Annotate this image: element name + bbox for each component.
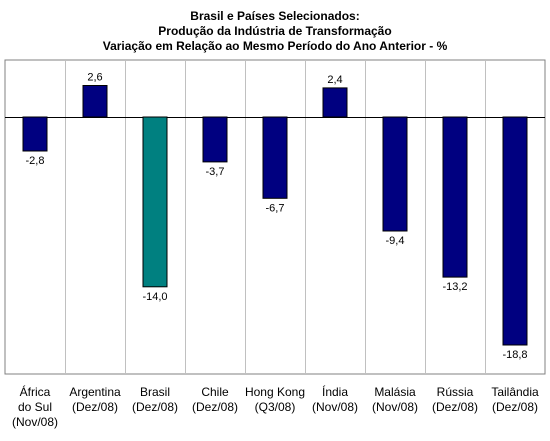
bar — [22, 116, 48, 152]
category-label: do Sul — [18, 400, 52, 414]
data-label: -13,2 — [442, 281, 467, 293]
bar — [202, 116, 228, 163]
category-label: Índia — [322, 384, 348, 399]
data-label: -2,8 — [26, 155, 45, 167]
category-label: (Dez/08) — [492, 400, 538, 414]
category-label: (Q3/08) — [255, 400, 296, 414]
bar — [322, 87, 348, 118]
data-label: -3,7 — [206, 166, 225, 178]
data-label: -18,8 — [502, 349, 527, 361]
category-label: (Dez/08) — [132, 400, 178, 414]
category-label: África — [20, 384, 51, 399]
category-label: (Dez/08) — [432, 400, 478, 414]
data-label: -9,4 — [386, 235, 405, 247]
category-label: Brasil — [140, 385, 170, 399]
bar — [262, 116, 288, 199]
label-layer: -2,8 2,6 -14,0 -3,7 -6,7 2,4 -9,4 -13,2 -18,8 — [26, 72, 528, 362]
category-label: Tailândia — [491, 385, 539, 399]
data-label: -6,7 — [266, 202, 285, 214]
data-label: -14,0 — [142, 291, 167, 303]
data-label: 2,4 — [327, 74, 342, 86]
category-label: Rússia — [437, 385, 474, 399]
category-label: Chile — [201, 385, 229, 399]
grid-layer — [4, 59, 546, 375]
chart-subtitle-2: Variação em Relação ao Mesmo Período do … — [102, 39, 448, 53]
bar-layer — [22, 85, 528, 346]
category-label: (Dez/08) — [192, 400, 238, 414]
category-label: (Nov/08) — [312, 400, 358, 414]
bar — [382, 116, 408, 232]
bar — [82, 85, 108, 118]
category-label: Argentina — [69, 385, 121, 399]
category-label: Malásia — [374, 385, 416, 399]
category-label: (Nov/08) — [372, 400, 418, 414]
plot-frame — [4, 59, 546, 375]
chart-subtitle: Produção da Indústria de Transformação — [158, 24, 392, 38]
chart-title: Brasil e Países Selecionados: — [190, 9, 360, 23]
bar — [442, 116, 468, 278]
bar — [502, 116, 528, 346]
bar — [142, 116, 168, 288]
category-label: (Nov/08) — [12, 415, 58, 429]
category-label: (Dez/08) — [72, 400, 118, 414]
category-label: Hong Kong — [245, 385, 305, 399]
data-label: 2,6 — [87, 72, 102, 84]
